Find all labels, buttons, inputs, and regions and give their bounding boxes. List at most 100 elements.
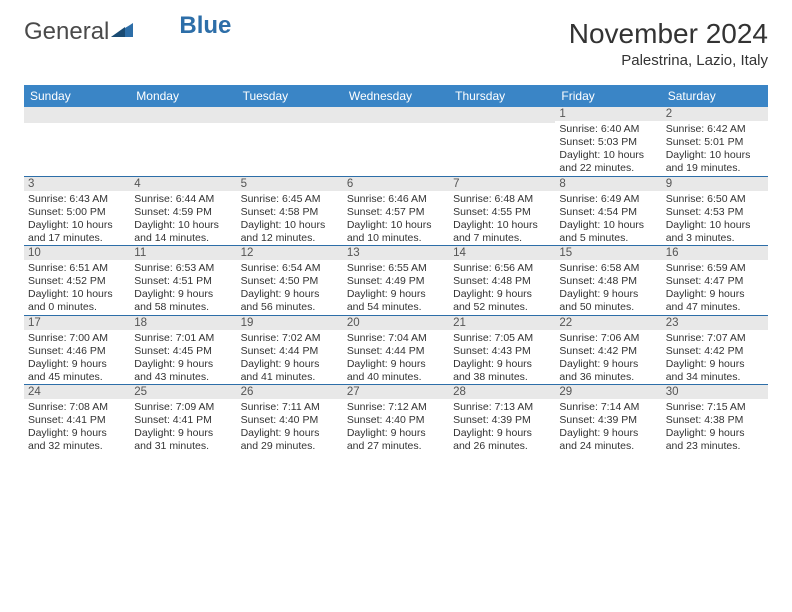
sunset-text: Sunset: 5:00 PM [28,206,126,219]
weekday-header-row: SundayMondayTuesdayWednesdayThursdayFrid… [24,85,768,107]
sunset-text: Sunset: 4:45 PM [134,345,232,358]
day-details: Sunrise: 7:09 AMSunset: 4:41 PMDaylight:… [130,399,236,454]
calendar-cell [343,107,449,176]
sunrise-text: Sunrise: 6:58 AM [559,262,657,275]
sunrise-text: Sunrise: 6:45 AM [241,193,339,206]
daylight-text: Daylight: 9 hours and 24 minutes. [559,427,657,453]
sunrise-text: Sunrise: 7:08 AM [28,401,126,414]
sunrise-text: Sunrise: 7:00 AM [28,332,126,345]
calendar-cell: 3Sunrise: 6:43 AMSunset: 5:00 PMDaylight… [24,176,130,246]
sunrise-text: Sunrise: 7:01 AM [134,332,232,345]
day-details: Sunrise: 7:00 AMSunset: 4:46 PMDaylight:… [24,330,130,385]
day-details [130,123,236,125]
day-number: 26 [237,384,343,399]
day-details: Sunrise: 6:48 AMSunset: 4:55 PMDaylight:… [449,191,555,246]
day-number: 5 [237,176,343,191]
day-details [237,123,343,125]
sunrise-text: Sunrise: 7:09 AM [134,401,232,414]
calendar-cell: 15Sunrise: 6:58 AMSunset: 4:48 PMDayligh… [555,245,661,315]
day-number: 19 [237,315,343,330]
day-number: 21 [449,315,555,330]
day-number: 18 [130,315,236,330]
day-details: Sunrise: 7:12 AMSunset: 4:40 PMDaylight:… [343,399,449,454]
calendar-week-row: 10Sunrise: 6:51 AMSunset: 4:52 PMDayligh… [24,245,768,315]
day-number: 4 [130,176,236,191]
day-details [24,123,130,125]
sunrise-text: Sunrise: 6:56 AM [453,262,551,275]
sunset-text: Sunset: 4:46 PM [28,345,126,358]
sunrise-text: Sunrise: 6:42 AM [666,123,764,136]
calendar-cell: 14Sunrise: 6:56 AMSunset: 4:48 PMDayligh… [449,245,555,315]
day-details [449,123,555,125]
daylight-text: Daylight: 9 hours and 45 minutes. [28,358,126,384]
sunrise-text: Sunrise: 7:07 AM [666,332,764,345]
day-details: Sunrise: 7:13 AMSunset: 4:39 PMDaylight:… [449,399,555,454]
daylight-text: Daylight: 10 hours and 22 minutes. [559,149,657,175]
daylight-text: Daylight: 10 hours and 17 minutes. [28,219,126,245]
sunset-text: Sunset: 4:41 PM [28,414,126,427]
day-number [130,107,236,123]
calendar-cell: 16Sunrise: 6:59 AMSunset: 4:47 PMDayligh… [662,245,768,315]
calendar-cell: 8Sunrise: 6:49 AMSunset: 4:54 PMDaylight… [555,176,661,246]
day-details: Sunrise: 7:08 AMSunset: 4:41 PMDaylight:… [24,399,130,454]
header: General Blue November 2024 Palestrina, L… [24,18,768,69]
sunrise-text: Sunrise: 7:14 AM [559,401,657,414]
sunrise-text: Sunrise: 7:12 AM [347,401,445,414]
day-number [343,107,449,123]
calendar-cell: 20Sunrise: 7:04 AMSunset: 4:44 PMDayligh… [343,315,449,385]
daylight-text: Daylight: 9 hours and 26 minutes. [453,427,551,453]
day-number: 1 [555,107,661,121]
day-number: 2 [662,107,768,121]
day-details: Sunrise: 6:49 AMSunset: 4:54 PMDaylight:… [555,191,661,246]
daylight-text: Daylight: 9 hours and 27 minutes. [347,427,445,453]
calendar-cell [449,107,555,176]
calendar-cell: 5Sunrise: 6:45 AMSunset: 4:58 PMDaylight… [237,176,343,246]
day-number: 12 [237,245,343,260]
weekday-header: Saturday [662,85,768,107]
daylight-text: Daylight: 9 hours and 56 minutes. [241,288,339,314]
calendar-cell: 24Sunrise: 7:08 AMSunset: 4:41 PMDayligh… [24,384,130,454]
sunset-text: Sunset: 4:41 PM [134,414,232,427]
calendar-cell: 2Sunrise: 6:42 AMSunset: 5:01 PMDaylight… [662,107,768,176]
weekday-header: Friday [555,85,661,107]
weekday-header: Thursday [449,85,555,107]
daylight-text: Daylight: 9 hours and 36 minutes. [559,358,657,384]
day-number: 10 [24,245,130,260]
weekday-header: Sunday [24,85,130,107]
daylight-text: Daylight: 9 hours and 58 minutes. [134,288,232,314]
calendar-table: SundayMondayTuesdayWednesdayThursdayFrid… [24,85,768,454]
sunrise-text: Sunrise: 6:50 AM [666,193,764,206]
calendar-cell: 21Sunrise: 7:05 AMSunset: 4:43 PMDayligh… [449,315,555,385]
daylight-text: Daylight: 9 hours and 40 minutes. [347,358,445,384]
day-number: 15 [555,245,661,260]
sunset-text: Sunset: 5:03 PM [559,136,657,149]
calendar-cell: 7Sunrise: 6:48 AMSunset: 4:55 PMDaylight… [449,176,555,246]
weekday-header: Monday [130,85,236,107]
sunset-text: Sunset: 4:48 PM [453,275,551,288]
sunset-text: Sunset: 4:44 PM [347,345,445,358]
calendar-cell: 12Sunrise: 6:54 AMSunset: 4:50 PMDayligh… [237,245,343,315]
sunrise-text: Sunrise: 7:04 AM [347,332,445,345]
sunrise-text: Sunrise: 6:55 AM [347,262,445,275]
day-number: 30 [662,384,768,399]
calendar-cell: 9Sunrise: 6:50 AMSunset: 4:53 PMDaylight… [662,176,768,246]
sunrise-text: Sunrise: 7:05 AM [453,332,551,345]
day-details: Sunrise: 6:54 AMSunset: 4:50 PMDaylight:… [237,260,343,315]
calendar-cell: 6Sunrise: 6:46 AMSunset: 4:57 PMDaylight… [343,176,449,246]
daylight-text: Daylight: 10 hours and 19 minutes. [666,149,764,175]
day-number: 16 [662,245,768,260]
calendar-cell: 22Sunrise: 7:06 AMSunset: 4:42 PMDayligh… [555,315,661,385]
day-number: 13 [343,245,449,260]
sunrise-text: Sunrise: 7:15 AM [666,401,764,414]
day-number: 29 [555,384,661,399]
location: Palestrina, Lazio, Italy [569,52,768,69]
title-block: November 2024 Palestrina, Lazio, Italy [569,18,768,69]
daylight-text: Daylight: 9 hours and 34 minutes. [666,358,764,384]
day-details: Sunrise: 6:56 AMSunset: 4:48 PMDaylight:… [449,260,555,315]
daylight-text: Daylight: 9 hours and 50 minutes. [559,288,657,314]
sunset-text: Sunset: 4:40 PM [347,414,445,427]
day-details: Sunrise: 6:50 AMSunset: 4:53 PMDaylight:… [662,191,768,246]
day-number: 3 [24,176,130,191]
calendar-cell [130,107,236,176]
weekday-header: Wednesday [343,85,449,107]
